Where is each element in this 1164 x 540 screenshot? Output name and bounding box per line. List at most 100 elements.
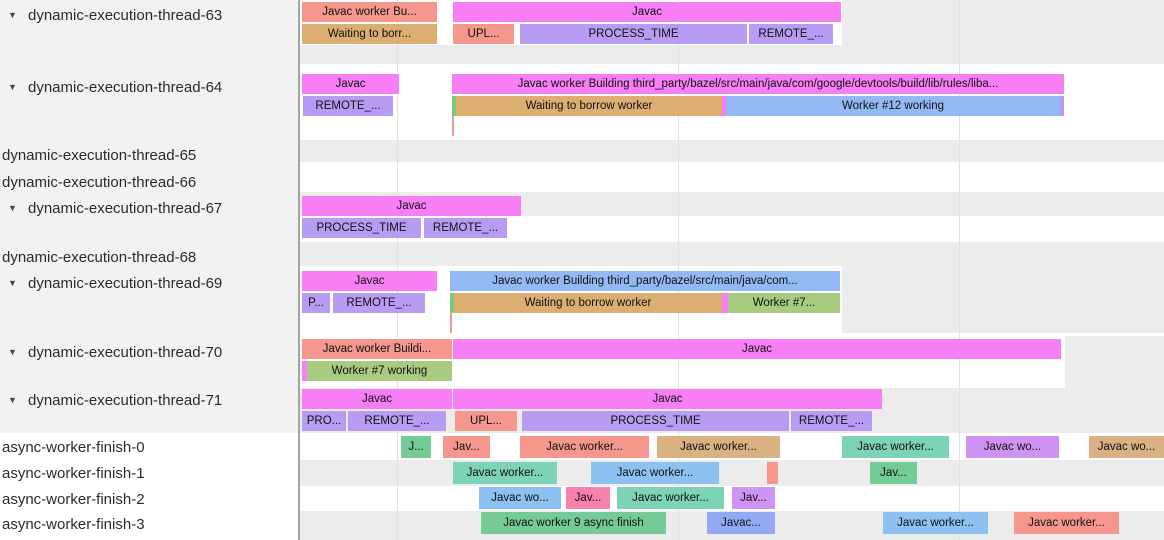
track-label[interactable]: async-worker-finish-2 [0,491,298,508]
track-label[interactable]: ▼ dynamic-execution-thread-71 [0,392,298,409]
trace-slice[interactable]: Jav... [443,436,490,458]
expander-triangle-icon[interactable]: ▼ [8,395,17,405]
expander-triangle-icon[interactable]: ▼ [8,82,17,92]
expander-triangle-icon[interactable]: ▼ [8,203,17,213]
trace-slice[interactable]: Waiting to borrow worker [454,293,722,313]
trace-slice[interactable]: Javac worker Building third_party/bazel/… [450,271,840,291]
trace-slice[interactable]: Javac worker Bu... [302,2,437,22]
track-label[interactable]: dynamic-execution-thread-66 [0,174,298,191]
track-label[interactable]: dynamic-execution-thread-65 [0,147,298,164]
trace-slice[interactable] [450,293,454,313]
trace-slice[interactable] [302,361,307,381]
track-label-text: dynamic-execution-thread-65 [2,147,197,164]
trace-slice[interactable]: Javac worker 9 async finish [481,512,666,534]
trace-slice[interactable]: REMOTE_... [348,411,446,431]
trace-slice[interactable]: Javac wo... [479,487,561,509]
time-gridline [678,0,679,540]
track-label-text: dynamic-execution-thread-63 [28,7,223,24]
trace-slice[interactable]: Worker #7 working [307,361,452,381]
trace-slice[interactable]: Javac [453,389,882,409]
trace-slice[interactable]: Worker #7... [728,293,840,313]
trace-slice[interactable]: P... [302,293,330,313]
trace-slice[interactable]: Javac [302,196,521,216]
trace-slice[interactable]: REMOTE_... [303,96,393,116]
trace-slice[interactable]: REMOTE_... [791,411,872,431]
trace-slice[interactable]: PRO... [302,411,346,431]
trace-slice[interactable]: Javac worker... [842,436,949,458]
trace-slice[interactable]: Javac worker Buildi... [302,339,452,359]
trace-slice[interactable] [1060,96,1064,116]
trace-slice[interactable]: PROCESS_TIME [302,218,421,238]
track-background-shade [1065,336,1164,388]
track-label[interactable]: ▼ dynamic-execution-thread-63 [0,7,298,24]
instant-event-tick[interactable] [450,313,452,333]
trace-slice[interactable]: Javac worker... [617,487,724,509]
trace-slice[interactable]: Javac worker Building third_party/bazel/… [452,74,1064,94]
trace-slice[interactable]: Javac worker... [591,462,719,484]
track-label-text: dynamic-execution-thread-66 [2,174,197,191]
trace-slice[interactable] [722,96,726,116]
track-label-text: dynamic-execution-thread-67 [28,200,223,217]
track-label-text: dynamic-execution-thread-70 [28,344,223,361]
track-label[interactable]: async-worker-finish-3 [0,516,298,533]
track-label[interactable]: ▼ dynamic-execution-thread-69 [0,275,298,292]
row-stripe [300,45,1164,64]
track-label[interactable]: ▼ dynamic-execution-thread-70 [0,344,298,361]
instant-event-tick[interactable] [452,116,454,136]
track-label-text: async-worker-finish-2 [2,491,145,508]
track-label-text: async-worker-finish-3 [2,516,145,533]
trace-slice[interactable] [452,96,456,116]
time-gridline [959,0,960,540]
trace-slice[interactable]: Javac worker... [883,512,988,534]
track-label[interactable]: ▼ dynamic-execution-thread-64 [0,79,298,96]
row-stripe [300,460,1164,486]
trace-slice[interactable]: Jav... [566,487,610,509]
trace-slice[interactable]: UPL... [455,411,517,431]
trace-slice[interactable]: Javac wo... [966,436,1059,458]
trace-slice[interactable]: Javac worker... [453,462,557,484]
trace-slice[interactable]: REMOTE_... [333,293,425,313]
trace-slice[interactable]: Javac worker... [657,436,780,458]
track-label-text: dynamic-execution-thread-71 [28,392,223,409]
trace-slice[interactable]: Javac [302,74,399,94]
expander-triangle-icon[interactable]: ▼ [8,278,17,288]
track-label[interactable]: async-worker-finish-0 [0,439,298,456]
trace-slice[interactable]: Javac worker... [1014,512,1119,534]
panel-divider [298,0,300,540]
track-label[interactable]: dynamic-execution-thread-68 [0,249,298,266]
trace-slice[interactable]: Javac wo... [1089,436,1164,458]
trace-slice[interactable]: Jav... [870,462,917,484]
trace-slice[interactable]: Jav... [732,487,775,509]
trace-slice[interactable]: Worker #12 working [726,96,1060,116]
track-label-text: async-worker-finish-0 [2,439,145,456]
track-label[interactable]: ▼ dynamic-execution-thread-67 [0,200,298,217]
trace-slice[interactable]: Javac [453,2,841,22]
trace-slice[interactable]: PROCESS_TIME [522,411,789,431]
trace-slice[interactable] [722,293,728,313]
track-background-shade [842,266,1164,333]
trace-slice[interactable]: Javac [302,271,437,291]
trace-slice[interactable]: PROCESS_TIME [520,24,747,44]
trace-slice[interactable]: REMOTE_... [424,218,507,238]
timeline-canvas[interactable]: Javac worker Bu... Javac Waiting to borr..… [300,0,1164,540]
track-background-shade [842,0,1164,45]
trace-slice[interactable]: Javac... [707,512,775,534]
trace-slice[interactable]: Javac worker... [520,436,649,458]
trace-slice[interactable]: Javac [453,339,1061,359]
track-label[interactable]: async-worker-finish-1 [0,465,298,482]
trace-slice[interactable]: Waiting to borr... [302,24,437,44]
trace-slice[interactable]: REMOTE_... [749,24,833,44]
time-gridline [397,0,398,540]
track-label-text: dynamic-execution-thread-68 [2,249,197,266]
trace-slice[interactable]: Waiting to borrow worker [456,96,722,116]
trace-slice[interactable]: Javac [302,389,452,409]
trace-slice[interactable]: J... [401,436,431,458]
expander-triangle-icon[interactable]: ▼ [8,10,17,20]
expander-triangle-icon[interactable]: ▼ [8,347,17,357]
track-label-text: dynamic-execution-thread-64 [28,79,223,96]
trace-slice[interactable]: UPL... [453,24,514,44]
thread-group-panel-background [0,0,298,433]
trace-slice[interactable] [767,462,778,484]
row-stripe [300,140,1164,162]
